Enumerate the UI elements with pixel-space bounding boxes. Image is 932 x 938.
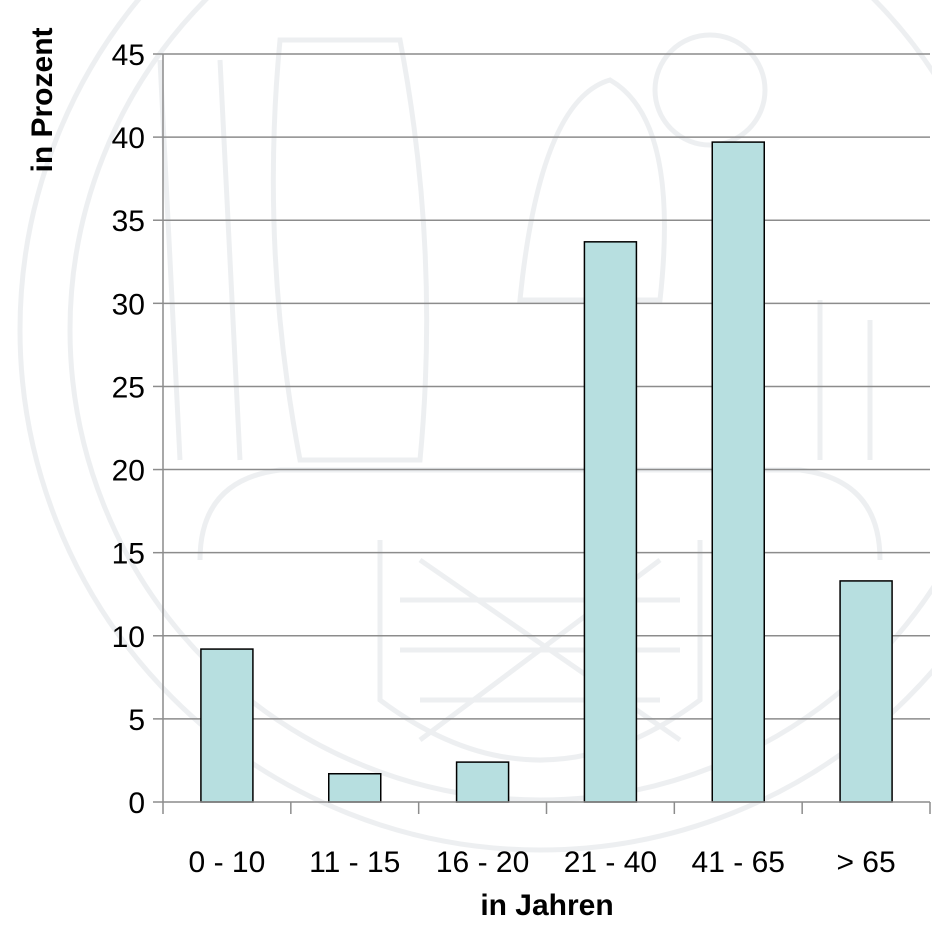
x-tick-label: 11 - 15	[309, 846, 400, 879]
y-tick-label: 15	[112, 538, 145, 571]
seal-watermark	[17, 0, 932, 853]
x-tick-label: 41 - 65	[692, 846, 785, 879]
bar-0	[200, 648, 254, 803]
y-tick-label: 40	[112, 122, 145, 155]
bar-3	[583, 241, 638, 803]
y-tick-label: 45	[112, 39, 145, 72]
bar-2	[455, 761, 510, 803]
y-axis-title: in Prozent	[26, 27, 59, 172]
x-tick-label: > 65	[836, 846, 895, 879]
x-tick-label: 0 - 10	[189, 846, 266, 879]
y-tick-label: 30	[112, 288, 145, 321]
y-tick-label: 25	[112, 371, 145, 404]
bar-1	[328, 772, 382, 803]
y-tick-label: 5	[128, 704, 145, 737]
bars	[200, 141, 893, 803]
y-tick-label: 35	[112, 205, 145, 238]
bar-5	[839, 580, 893, 803]
y-tick-label: 10	[112, 621, 145, 654]
x-tick-label: 16 - 20	[436, 846, 529, 879]
y-tick-label: 0	[128, 787, 145, 820]
bar-4	[711, 141, 765, 803]
y-tick-label: 20	[112, 455, 145, 488]
x-tick-labels: 0 - 10 11 - 15 16 - 20 21 - 40 41 - 65 > 65	[189, 846, 896, 879]
x-tick-label: 21 - 40	[564, 846, 657, 879]
gridlines	[163, 53, 930, 720]
axes	[153, 53, 931, 814]
x-axis-title: in Jahren	[480, 889, 613, 922]
y-tick-labels: 0 5 10 15 20 25 30 35 40 45	[112, 39, 145, 820]
